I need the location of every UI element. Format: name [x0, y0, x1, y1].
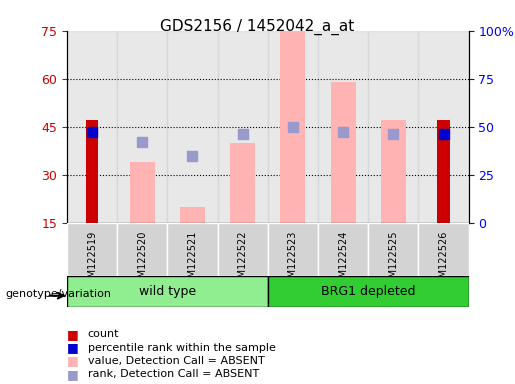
Text: GSM122523: GSM122523 [288, 231, 298, 290]
Bar [368, 31, 418, 223]
Bar [418, 31, 469, 223]
Text: ■: ■ [67, 341, 79, 354]
Bar [268, 31, 318, 223]
FancyBboxPatch shape [418, 223, 469, 276]
Bar [218, 31, 268, 223]
FancyBboxPatch shape [117, 223, 167, 276]
Text: GSM122519: GSM122519 [87, 231, 97, 290]
FancyBboxPatch shape [368, 223, 418, 276]
FancyBboxPatch shape [67, 276, 268, 307]
Point [289, 124, 297, 130]
Text: GSM122522: GSM122522 [238, 231, 248, 290]
Point [88, 129, 96, 136]
Bar [167, 31, 217, 223]
Point [188, 152, 197, 159]
Point [138, 139, 146, 145]
Text: percentile rank within the sample: percentile rank within the sample [88, 343, 276, 353]
Bar [318, 31, 368, 223]
Bar [437, 120, 450, 223]
Text: GSM122521: GSM122521 [187, 231, 197, 290]
Text: count: count [88, 329, 119, 339]
Text: value, Detection Call = ABSENT: value, Detection Call = ABSENT [88, 356, 264, 366]
Point [389, 131, 398, 137]
Bar [381, 120, 406, 223]
FancyBboxPatch shape [268, 276, 469, 307]
Bar [180, 207, 205, 223]
Text: GSM122520: GSM122520 [138, 231, 147, 290]
Bar [230, 143, 255, 223]
FancyBboxPatch shape [67, 223, 117, 276]
Text: genotype/variation: genotype/variation [5, 289, 111, 299]
Point [339, 129, 347, 136]
Point [238, 131, 247, 137]
Text: BRG1 depleted: BRG1 depleted [321, 285, 416, 298]
FancyBboxPatch shape [218, 223, 268, 276]
Bar [117, 31, 167, 223]
Point [439, 131, 448, 137]
Text: rank, Detection Call = ABSENT: rank, Detection Call = ABSENT [88, 369, 259, 379]
Bar [130, 162, 155, 223]
Bar [280, 31, 305, 223]
FancyBboxPatch shape [167, 223, 218, 276]
Text: GSM122524: GSM122524 [338, 231, 348, 290]
Text: ■: ■ [67, 328, 79, 341]
Bar [67, 31, 117, 223]
FancyBboxPatch shape [268, 223, 318, 276]
Text: ■: ■ [67, 354, 79, 367]
Text: GSM122526: GSM122526 [439, 231, 449, 290]
Bar [86, 120, 98, 223]
Text: GDS2156 / 1452042_a_at: GDS2156 / 1452042_a_at [160, 19, 355, 35]
FancyBboxPatch shape [318, 223, 368, 276]
Text: ■: ■ [67, 368, 79, 381]
Text: GSM122525: GSM122525 [388, 231, 398, 290]
Bar [331, 82, 356, 223]
Text: wild type: wild type [139, 285, 196, 298]
